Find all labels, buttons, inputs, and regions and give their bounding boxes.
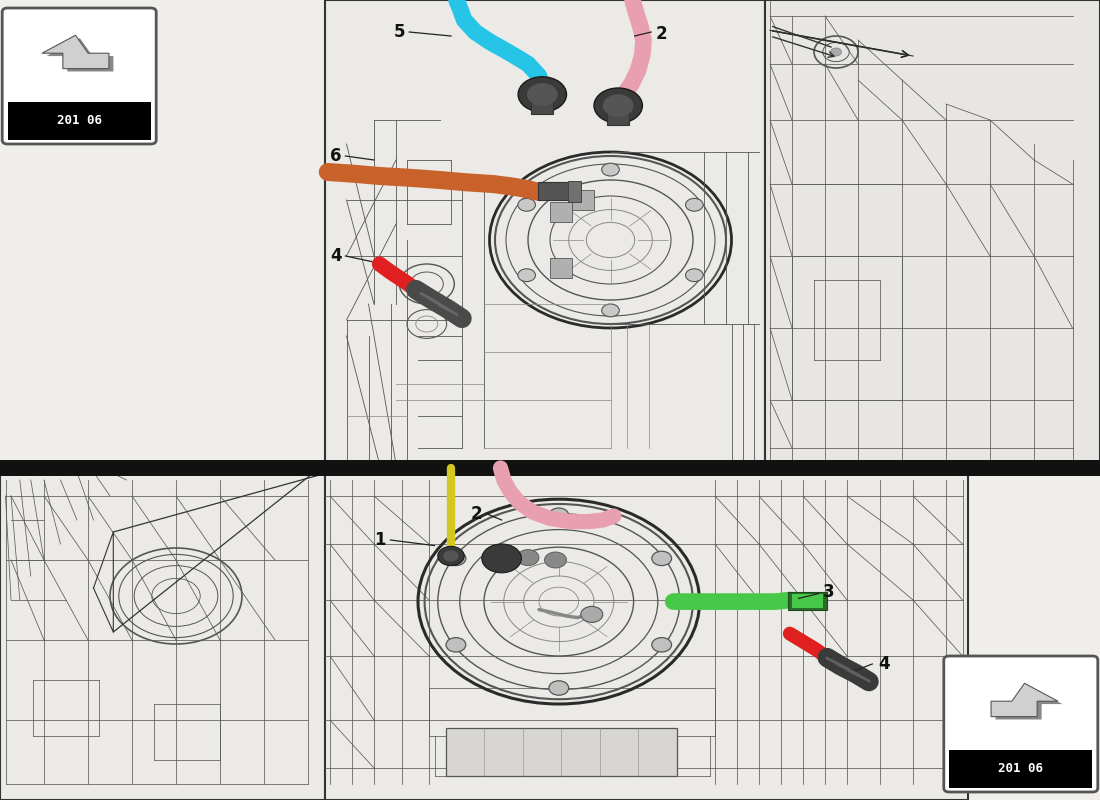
Bar (572, 190, 594, 210)
Bar (607, 110, 629, 125)
Circle shape (446, 551, 465, 566)
Circle shape (490, 554, 512, 570)
Circle shape (602, 163, 619, 176)
Text: 201 06: 201 06 (57, 114, 101, 127)
Polygon shape (42, 35, 109, 69)
Bar (324, 468, 968, 800)
FancyBboxPatch shape (2, 8, 156, 144)
Circle shape (446, 638, 465, 652)
Bar (0, 468, 324, 800)
Text: 3: 3 (823, 583, 835, 601)
Bar (764, 0, 1100, 464)
Bar (788, 592, 827, 610)
Circle shape (685, 198, 703, 211)
Circle shape (518, 269, 536, 282)
Text: 4: 4 (330, 247, 342, 265)
Circle shape (544, 552, 566, 568)
Bar (550, 202, 572, 222)
Polygon shape (46, 38, 113, 71)
Bar (8, 102, 151, 140)
FancyBboxPatch shape (944, 656, 1098, 792)
Circle shape (830, 48, 842, 56)
Text: 5: 5 (394, 23, 405, 41)
Circle shape (438, 546, 464, 566)
Circle shape (549, 508, 569, 522)
Circle shape (652, 638, 672, 652)
Text: 1: 1 (374, 531, 385, 549)
Text: 2: 2 (656, 25, 668, 42)
Bar (538, 182, 569, 200)
Circle shape (482, 544, 521, 573)
Polygon shape (996, 686, 1063, 719)
Bar (324, 0, 764, 464)
Circle shape (594, 88, 642, 123)
Circle shape (517, 550, 539, 566)
Circle shape (685, 269, 703, 282)
Polygon shape (991, 683, 1058, 717)
Text: 4: 4 (878, 655, 890, 673)
Text: 2: 2 (471, 505, 483, 522)
Bar (531, 99, 553, 114)
Circle shape (518, 198, 536, 211)
Circle shape (603, 94, 634, 117)
Bar (792, 594, 823, 608)
Text: 201 06: 201 06 (999, 762, 1043, 775)
Circle shape (602, 304, 619, 317)
Text: 6: 6 (330, 147, 341, 165)
Circle shape (443, 550, 459, 562)
Bar (446, 728, 676, 776)
Bar (568, 181, 581, 202)
Bar (949, 750, 1092, 788)
Bar (0, 460, 1100, 476)
Circle shape (652, 551, 672, 566)
Circle shape (527, 83, 558, 106)
Bar (550, 258, 572, 278)
Circle shape (549, 681, 569, 695)
Circle shape (581, 606, 603, 622)
Circle shape (518, 77, 567, 112)
